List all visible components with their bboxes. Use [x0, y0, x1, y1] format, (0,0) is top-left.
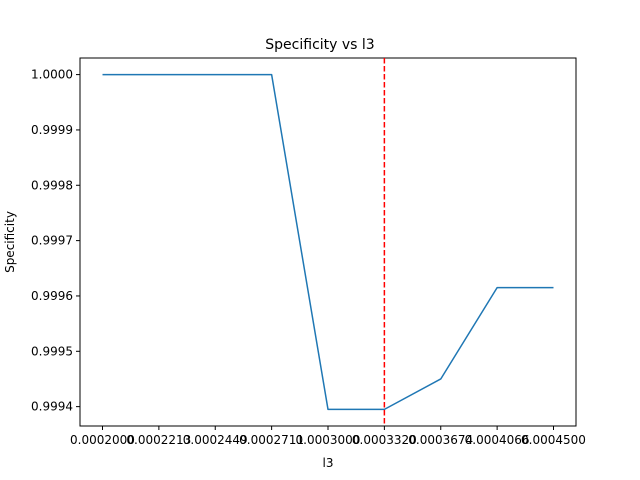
- x-axis: 0.00020000.00022130.00024490.00027110.00…: [70, 426, 586, 447]
- y-tick-label: 1.0000: [31, 68, 73, 82]
- series-line: [102, 73, 554, 411]
- x-tick-label: 0.0003000: [296, 433, 361, 447]
- x-axis-label: l3: [323, 456, 334, 470]
- chart-title: Specificity vs l3: [265, 37, 374, 53]
- y-tick-label: 0.9997: [31, 234, 73, 248]
- plot-frame: [79, 57, 577, 427]
- y-tick-label: 0.9996: [31, 289, 73, 303]
- y-tick-label: 0.9998: [31, 178, 73, 192]
- x-tick-label: 0.0004066: [465, 433, 530, 447]
- x-tick-label: 0.0002000: [70, 433, 135, 447]
- y-tick-label: 0.9994: [31, 400, 73, 414]
- y-axis-label: Specificity: [3, 211, 17, 273]
- x-tick-label: 0.0002711: [239, 433, 304, 447]
- x-tick-label: 0.0002449: [183, 433, 248, 447]
- x-tick-label: 0.0004500: [521, 433, 586, 447]
- y-tick-label: 0.9995: [31, 344, 73, 358]
- y-tick-label: 0.9999: [31, 123, 73, 137]
- x-tick-label: 0.0003674: [408, 433, 473, 447]
- x-tick-label: 0.0003320: [352, 433, 417, 447]
- y-axis: 0.9994 0.9995 0.9996 0.9997 0.9998 0.9999 1.00…: [31, 68, 80, 414]
- x-tick-label: 0.0002213: [126, 433, 191, 447]
- series-group: [102, 73, 554, 411]
